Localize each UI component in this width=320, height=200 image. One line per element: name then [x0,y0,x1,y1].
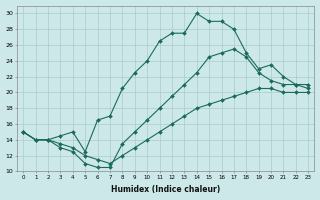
X-axis label: Humidex (Indice chaleur): Humidex (Indice chaleur) [111,185,220,194]
